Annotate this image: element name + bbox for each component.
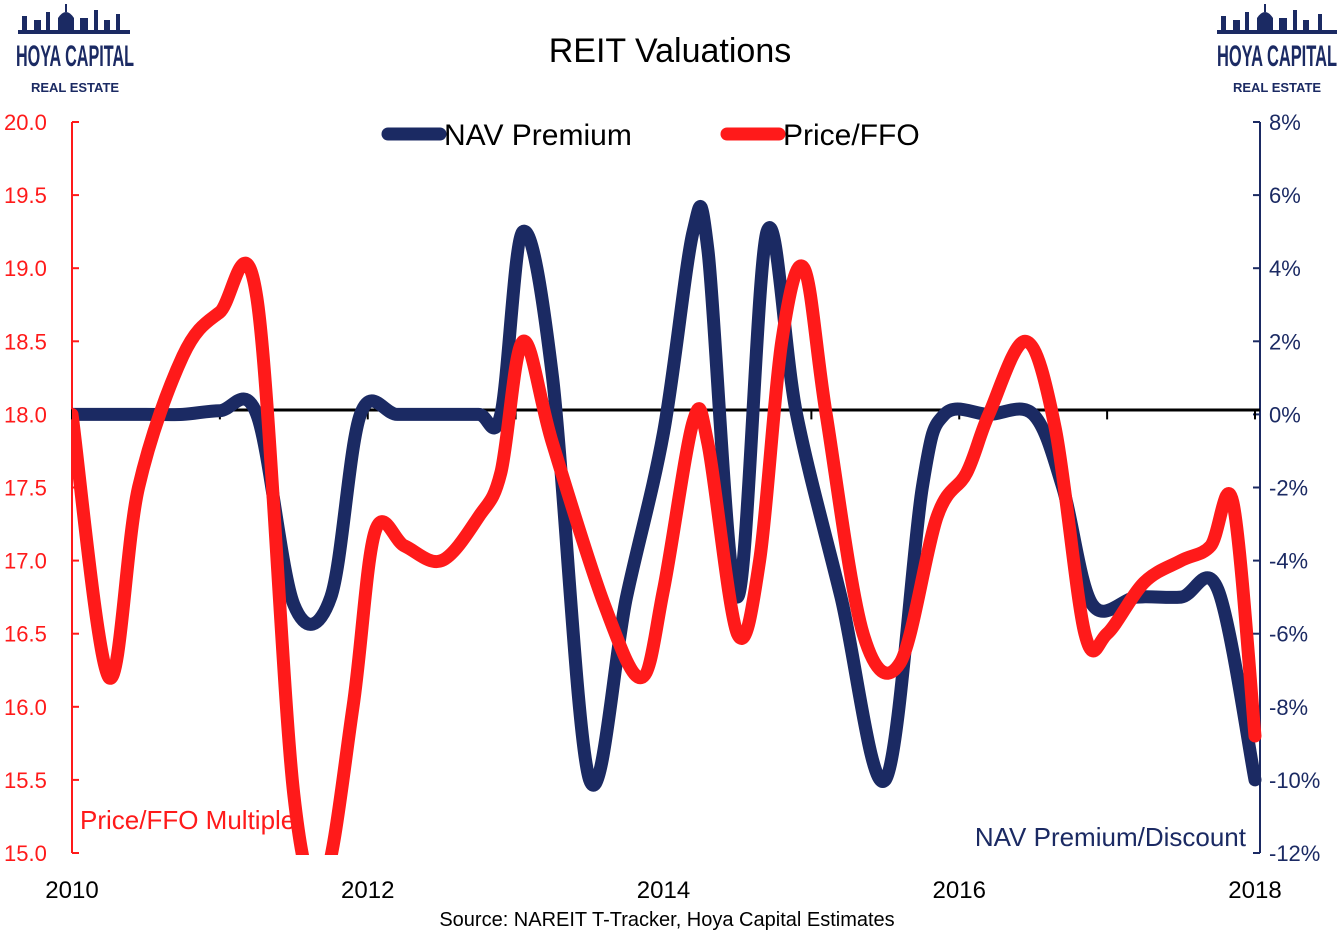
right-tick-label: 6% <box>1269 183 1301 208</box>
left-tick-label: 17.5 <box>4 476 47 501</box>
left-tick-label: 19.5 <box>4 183 47 208</box>
series-line-nav-premium <box>72 200 1262 792</box>
right-tick-label: 4% <box>1269 256 1301 281</box>
right-tick-label: 0% <box>1269 402 1301 427</box>
x-tick-label: 2018 <box>1228 877 1281 904</box>
left-tick-label: 20.0 <box>4 110 47 135</box>
skyline-icon <box>1217 4 1337 34</box>
right-tick-labels: 8% 6% 4% 2% 0% -2% -4% -6% -8% -10% -12% <box>1269 110 1320 866</box>
legend: NAV Premium Price/FFO <box>381 119 920 152</box>
right-tick-label: -12% <box>1269 841 1320 866</box>
right-tick-label: -2% <box>1269 476 1308 501</box>
x-tick-label: 2016 <box>933 877 986 904</box>
right-tick-label: -8% <box>1269 695 1308 720</box>
series-line-price-ffo <box>72 256 1262 855</box>
skyline-icon <box>18 4 130 34</box>
logo-main-text: HOYA CAPITAL <box>1217 40 1337 73</box>
logo-left: HOYA CAPITAL REAL ESTATE <box>16 4 134 95</box>
left-tick-label: 15.5 <box>4 768 47 793</box>
logo-sub-text: REAL ESTATE <box>31 80 119 95</box>
right-tick-label: 2% <box>1269 329 1301 354</box>
left-tick-label: 18.0 <box>4 402 47 427</box>
x-tick-labels: 2010 2012 2014 2016 2018 <box>45 877 1281 904</box>
left-tick-labels: 20.0 19.5 19.0 18.5 18.0 17.5 17.0 16.5 16.0 15.5… <box>4 110 47 866</box>
x-tick-label: 2010 <box>45 877 98 904</box>
left-tick-label: 16.0 <box>4 695 47 720</box>
left-tick-label: 19.0 <box>4 256 47 281</box>
logo-right: HOYA CAPITAL REAL ESTATE <box>1217 4 1337 95</box>
right-tick-label: -10% <box>1269 768 1320 793</box>
left-tick-label: 18.5 <box>4 329 47 354</box>
legend-label-price-ffo: Price/FFO <box>783 119 920 152</box>
source-note: Source: NAREIT T-Tracker, Hoya Capital E… <box>439 909 894 931</box>
chart-title: REIT Valuations <box>549 32 792 70</box>
left-axis-title: Price/FFO Multiple <box>80 805 295 835</box>
right-tick-label: -6% <box>1269 622 1308 647</box>
left-tick-label: 16.5 <box>4 622 47 647</box>
right-tick-label: 8% <box>1269 110 1301 135</box>
logo-sub-text: REAL ESTATE <box>1233 80 1321 95</box>
logo-main-text: HOYA CAPITAL <box>16 40 134 73</box>
left-tick-label: 15.0 <box>4 841 47 866</box>
left-tick-label: 17.0 <box>4 549 47 574</box>
x-tick-label: 2014 <box>637 877 690 904</box>
legend-label-nav-premium: NAV Premium <box>444 119 632 152</box>
x-tick-label: 2012 <box>341 877 394 904</box>
left-tick-marks <box>72 121 79 854</box>
right-tick-label: -4% <box>1269 549 1308 574</box>
right-axis-title: NAV Premium/Discount <box>975 822 1247 852</box>
